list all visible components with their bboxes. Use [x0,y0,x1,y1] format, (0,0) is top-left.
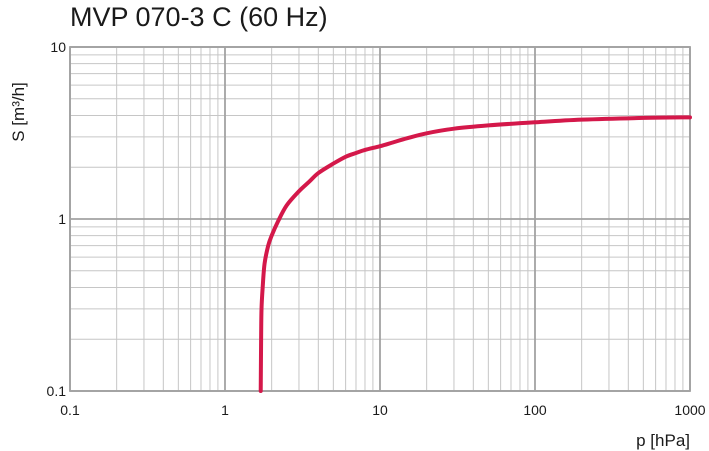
y-tick-label: 1 [58,211,66,227]
x-tick-label: 1000 [674,402,705,418]
plot-area [258,115,692,393]
x-tick-label: 1 [221,402,229,418]
chart-title: MVP 070-3 C (60 Hz) [70,2,328,32]
y-tick-label: 10 [50,39,66,55]
x-tick-label: 0.1 [60,402,80,418]
y-tick-label: 0.1 [47,383,67,399]
tick-labels: 0.1 1 10 100 1000 0.1 1 10 [47,39,706,418]
plot-frame [69,46,691,392]
x-tick-label: 100 [523,402,547,418]
y-axis-label: S [m³/h] [9,82,28,142]
series-line [258,115,692,393]
grid [69,46,691,392]
x-axis-label: p [hPa] [636,431,690,450]
x-tick-label: 10 [372,402,388,418]
